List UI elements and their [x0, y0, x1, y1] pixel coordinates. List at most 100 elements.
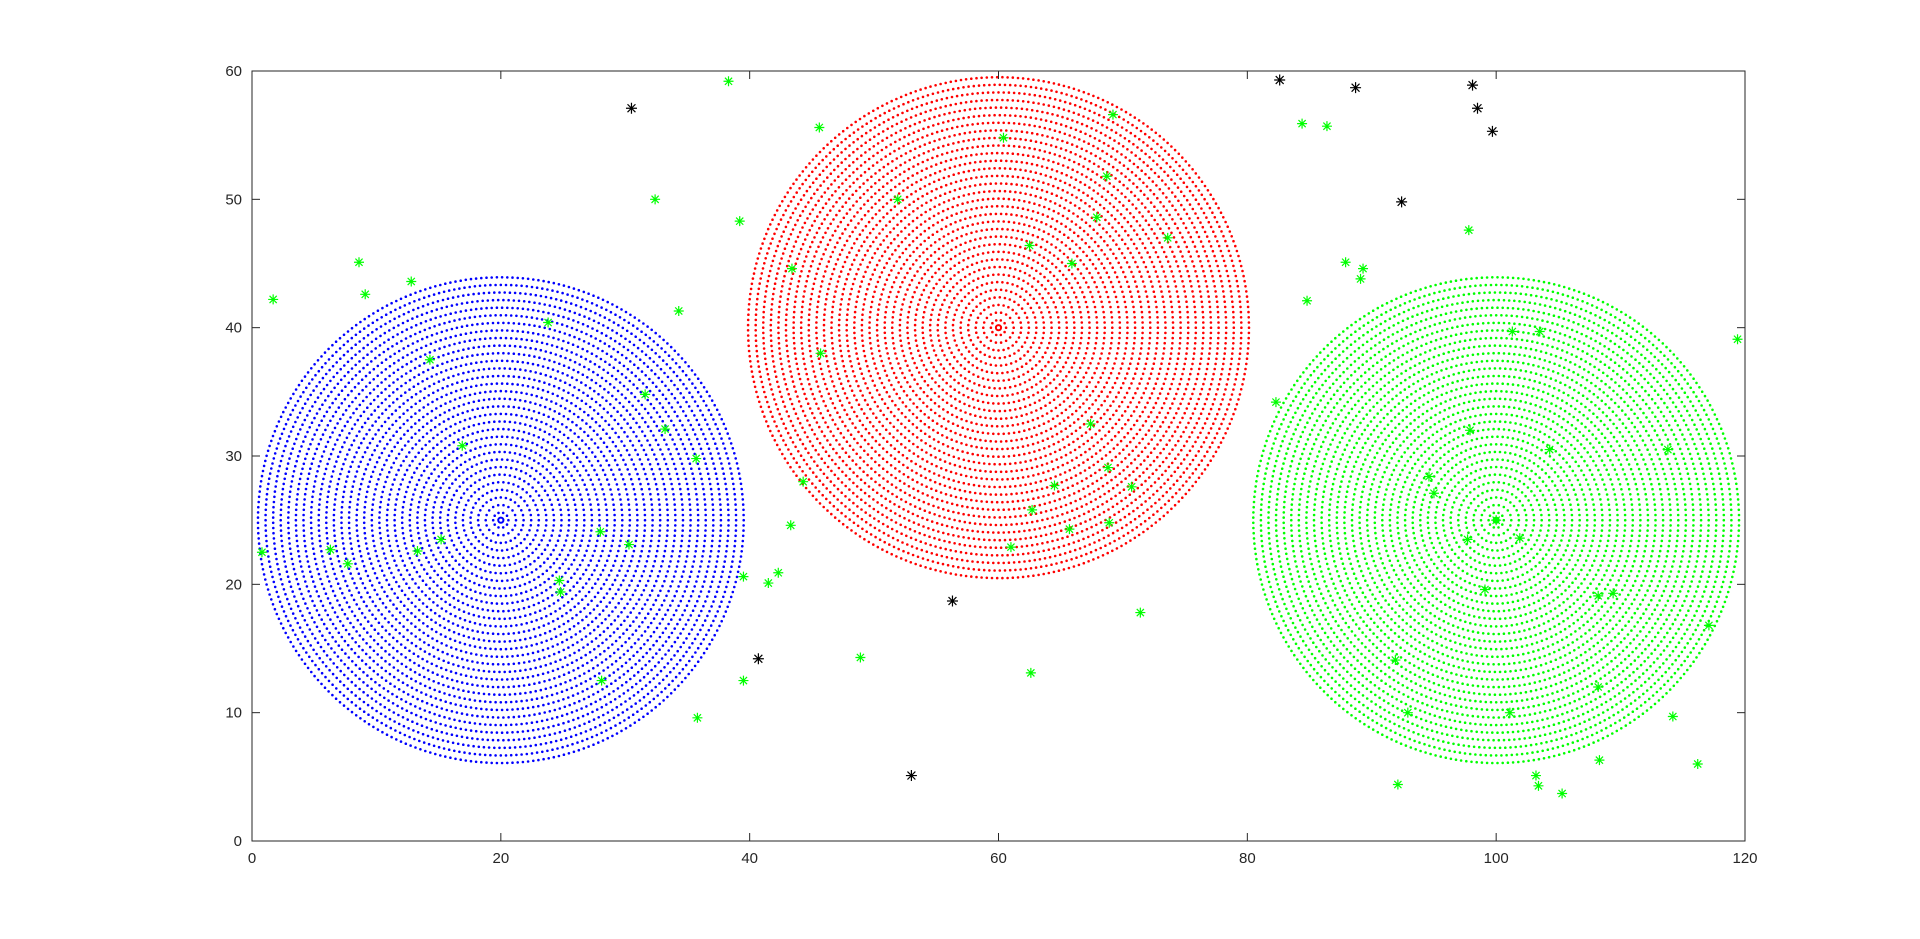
covered-point	[673, 305, 684, 316]
axes: 0 20 40 60 80 100 120 0 10 20 30 40 50 60	[225, 63, 1757, 867]
coverage-dots	[1252, 276, 1741, 765]
covered-point	[1504, 707, 1515, 718]
covered-points	[256, 76, 1743, 799]
covered-point	[1428, 488, 1439, 499]
covered-point	[1091, 212, 1102, 223]
covered-point	[691, 453, 702, 464]
covered-point	[1340, 257, 1351, 268]
covered-point	[325, 544, 336, 555]
covered-point	[1534, 326, 1545, 337]
covered-point	[1392, 779, 1403, 790]
covered-point	[1533, 780, 1544, 791]
x-tick-label: 100	[1484, 850, 1509, 867]
covered-point	[1390, 655, 1401, 666]
covered-point	[1703, 620, 1714, 631]
covered-point	[660, 424, 671, 435]
uncovered-point	[905, 770, 917, 782]
region-center-ring	[497, 516, 505, 524]
uncovered-points	[625, 74, 1498, 782]
x-tick-label: 40	[741, 850, 758, 867]
covered-point	[1463, 225, 1474, 236]
plot-area	[256, 74, 1743, 799]
y-tick-label: 0	[234, 833, 242, 850]
x-tick-label: 60	[990, 850, 1007, 867]
uncovered-point	[1467, 79, 1479, 91]
covered-point	[623, 539, 634, 550]
covered-point	[1270, 397, 1281, 408]
covered-point	[1479, 584, 1490, 595]
covered-point	[640, 389, 651, 400]
covered-point	[1355, 273, 1366, 284]
covered-point	[457, 440, 468, 451]
covered-point	[692, 712, 703, 723]
coverage-dots	[256, 276, 745, 765]
covered-point	[342, 558, 353, 569]
covered-point	[1692, 759, 1703, 769]
coverage-region-2	[746, 75, 1251, 580]
covered-point	[353, 257, 364, 268]
covered-point	[815, 348, 826, 359]
covered-point	[738, 675, 749, 686]
covered-point	[738, 571, 749, 582]
covered-point	[814, 122, 825, 133]
covered-point	[1104, 517, 1115, 528]
covered-point	[734, 216, 745, 227]
covered-point	[1024, 240, 1035, 251]
y-tick-label: 40	[225, 320, 242, 337]
covered-point	[798, 476, 809, 487]
covered-point	[1544, 444, 1555, 455]
x-tick-label: 0	[248, 850, 256, 867]
covered-point	[1302, 295, 1313, 306]
covered-point	[785, 520, 796, 531]
covered-point	[1066, 258, 1077, 269]
covered-point	[650, 194, 661, 205]
y-tick-label: 30	[225, 448, 242, 465]
uncovered-point	[1274, 74, 1286, 86]
covered-point	[1608, 588, 1619, 599]
y-tick-label: 60	[225, 63, 242, 80]
covered-point	[1465, 425, 1476, 436]
covered-point	[424, 354, 435, 365]
uncovered-point	[625, 102, 637, 114]
covered-point	[554, 575, 565, 586]
covered-point	[1049, 480, 1060, 491]
covered-point	[360, 289, 371, 300]
covered-point	[1491, 515, 1502, 526]
covered-point	[1593, 590, 1604, 601]
covered-point	[555, 587, 566, 598]
covered-point	[595, 526, 606, 537]
covered-point	[1005, 542, 1016, 553]
covered-point	[1402, 707, 1413, 718]
coverage-dots	[746, 75, 1251, 580]
covered-point	[1662, 444, 1673, 455]
covered-point	[1107, 109, 1118, 120]
covered-point	[786, 263, 797, 274]
covered-point	[1358, 263, 1369, 274]
covered-point	[1135, 607, 1146, 618]
covered-point	[1507, 326, 1518, 337]
covered-point	[723, 76, 734, 87]
covered-point	[1064, 524, 1075, 535]
coverage-region-1	[256, 276, 745, 765]
covered-point	[1126, 481, 1137, 492]
covered-point	[1593, 682, 1604, 692]
covered-point	[1162, 232, 1173, 243]
covered-point	[1321, 121, 1332, 132]
x-tick-label: 80	[1239, 850, 1256, 867]
y-tick-label: 10	[225, 705, 242, 722]
covered-point	[1557, 788, 1568, 799]
covered-point	[596, 675, 607, 686]
covered-point	[855, 652, 866, 663]
covered-point	[543, 317, 554, 328]
covered-point	[763, 578, 774, 589]
covered-point	[256, 547, 267, 558]
covered-point	[1530, 770, 1541, 781]
covered-point	[1514, 533, 1525, 544]
x-tick-label: 120	[1732, 850, 1757, 867]
covered-point	[1594, 755, 1605, 766]
uncovered-point	[946, 595, 958, 607]
covered-point	[436, 534, 447, 545]
uncovered-point	[1486, 125, 1498, 137]
covered-point	[1102, 462, 1113, 473]
